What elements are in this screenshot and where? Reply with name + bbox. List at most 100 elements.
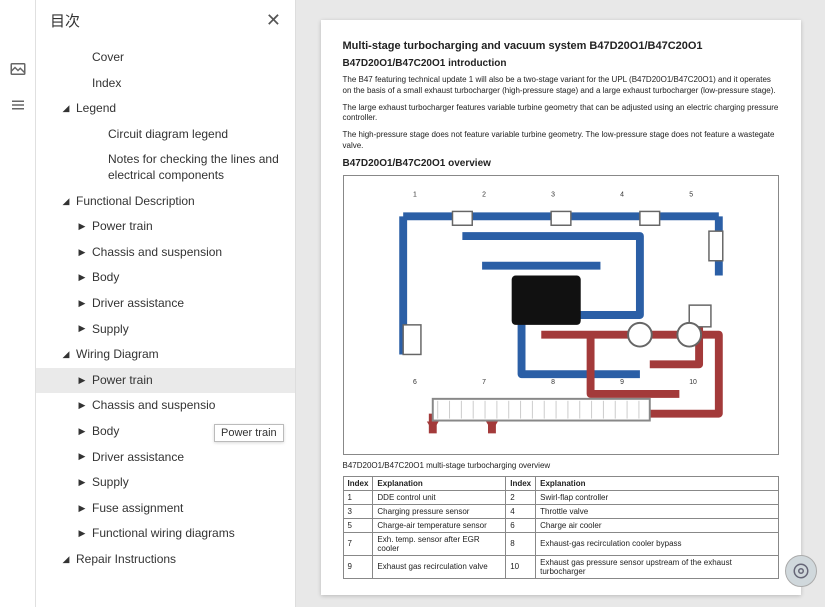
toc-label: Wiring Diagram: [76, 347, 287, 363]
toc-item[interactable]: ◢ Repair Instructions: [36, 547, 295, 573]
table-header: Explanation: [536, 476, 778, 490]
toc-label: Driver assistance: [92, 296, 287, 312]
table-cell: 9: [343, 555, 373, 578]
table-cell: Exhaust gas pressure sensor upstream of …: [536, 555, 778, 578]
doc-title: Multi-stage turbocharging and vacuum sys…: [343, 40, 779, 52]
expand-icon[interactable]: ▶: [76, 503, 88, 515]
diagram-caption: B47D20O1/B47C20O1 multi-stage turbocharg…: [343, 461, 779, 470]
toc-item[interactable]: ▶ Driver assistance: [36, 291, 295, 317]
svg-text:8: 8: [551, 379, 555, 386]
diagram: 12345678910: [343, 175, 779, 455]
sidebar-header: 目次 ✕: [36, 0, 295, 41]
toc-label: Power train: [92, 373, 287, 389]
expand-icon[interactable]: ▶: [76, 247, 88, 259]
toc-label: Supply: [92, 322, 287, 338]
toc-tree: Cover Index ◢ Legend Circuit diagram legend N…: [36, 41, 295, 607]
toc-item[interactable]: ◢ Wiring Diagram: [36, 342, 295, 368]
table-cell: 5: [343, 518, 373, 532]
toc-item[interactable]: ▶Supply: [36, 470, 295, 496]
table-cell: Charging pressure sensor: [373, 504, 506, 518]
expand-icon[interactable]: ▶: [76, 426, 88, 438]
table-cell: 8: [506, 532, 536, 555]
toc-item[interactable]: ▶ Body: [36, 265, 295, 291]
expand-icon[interactable]: ▶: [76, 528, 88, 540]
toc-label: Chassis and suspensio: [92, 398, 287, 414]
expand-icon[interactable]: ▶: [76, 477, 88, 489]
collapse-icon[interactable]: ◢: [60, 349, 72, 361]
table-header: Explanation: [373, 476, 506, 490]
toc-item[interactable]: ▶ Chassis and suspensio: [36, 393, 295, 419]
toc-label: Circuit diagram legend: [108, 127, 287, 143]
expand-icon[interactable]: ▶: [76, 272, 88, 284]
toc-label: Body: [92, 270, 287, 286]
sidebar-title: 目次: [50, 10, 80, 31]
table-header: Index: [343, 476, 373, 490]
toc-label: Power train: [92, 219, 287, 235]
toc-label: Index: [92, 76, 287, 92]
svg-text:5: 5: [689, 191, 693, 198]
svg-text:4: 4: [620, 191, 624, 198]
expand-icon[interactable]: ▶: [76, 400, 88, 412]
doc-subtitle-1: B47D20O1/B47C20O1 introduction: [343, 58, 779, 69]
table-row: 1DDE control unit2Swirl-flap controller: [343, 490, 778, 504]
toc-item[interactable]: Cover: [36, 45, 295, 71]
expand-icon[interactable]: ▶: [76, 323, 88, 335]
toc-item[interactable]: ▶ Functional wiring diagrams: [36, 521, 295, 547]
sidebar: 目次 ✕ Cover Index ◢ Legend Circuit diagram le…: [36, 0, 296, 607]
toc-label: Cover: [92, 50, 287, 66]
assist-button[interactable]: [785, 555, 817, 587]
content-area: Multi-stage turbocharging and vacuum sys…: [296, 0, 825, 607]
expand-icon[interactable]: ▶: [76, 298, 88, 310]
toc-label: Notes for checking the lines and electri…: [108, 152, 287, 183]
toc-item[interactable]: ▶ Chassis and suspension: [36, 240, 295, 266]
table-cell: Exhaust-gas recirculation cooler bypass: [536, 532, 778, 555]
table-cell: 2: [506, 490, 536, 504]
collapse-icon[interactable]: ◢: [60, 196, 72, 208]
svg-text:10: 10: [689, 379, 697, 386]
toc-label: Functional wiring diagrams: [92, 526, 287, 542]
svg-text:6: 6: [413, 379, 417, 386]
table-cell: 4: [506, 504, 536, 518]
toc-label: Repair Instructions: [76, 552, 287, 568]
table-cell: DDE control unit: [373, 490, 506, 504]
toc-label: Legend: [76, 101, 287, 117]
doc-paragraph: The large exhaust turbocharger features …: [343, 103, 779, 125]
toc-item[interactable]: Index: [36, 71, 295, 97]
image-icon[interactable]: [9, 60, 27, 78]
table-cell: 7: [343, 532, 373, 555]
toc-item[interactable]: ▶ Fuse assignment: [36, 496, 295, 522]
toc-item[interactable]: ▶ Supply: [36, 317, 295, 343]
toc-item[interactable]: Circuit diagram legend: [36, 122, 295, 148]
close-icon[interactable]: ✕: [266, 10, 281, 31]
toc-label: Functional Description: [76, 194, 287, 210]
svg-text:1: 1: [413, 191, 417, 198]
expand-icon[interactable]: ▶: [76, 221, 88, 233]
doc-subtitle-2: B47D20O1/B47C20O1 overview: [343, 158, 779, 169]
expand-icon[interactable]: ▶: [76, 451, 88, 463]
expand-icon[interactable]: ▶: [76, 375, 88, 387]
toc-item[interactable]: ▶ Power train: [36, 214, 295, 240]
collapse-icon[interactable]: ◢: [60, 103, 72, 115]
toc-label: Chassis and suspension: [92, 245, 287, 261]
toc-item[interactable]: ▶ Driver assistance: [36, 445, 295, 471]
table-cell: Charge air cooler: [536, 518, 778, 532]
doc-paragraph: The high-pressure stage does not feature…: [343, 130, 779, 152]
list-icon[interactable]: [9, 96, 27, 114]
toc-item[interactable]: Notes for checking the lines and electri…: [36, 147, 295, 188]
table-row: 7Exh. temp. sensor after EGR cooler8Exha…: [343, 532, 778, 555]
svg-text:9: 9: [620, 379, 624, 386]
svg-text:2: 2: [482, 191, 486, 198]
toc-item[interactable]: ▶ Power train: [36, 368, 295, 394]
toc-item[interactable]: ◢ Functional Description: [36, 189, 295, 215]
table-header: Index: [506, 476, 536, 490]
left-rail: [0, 0, 36, 607]
toc-label: Fuse assignment: [92, 501, 287, 517]
table-cell: 6: [506, 518, 536, 532]
table-row: 9Exhaust gas recirculation valve10Exhaus…: [343, 555, 778, 578]
toc-label: Driver assistance: [92, 450, 287, 466]
table-row: 3Charging pressure sensor4Throttle valve: [343, 504, 778, 518]
collapse-icon[interactable]: ◢: [60, 554, 72, 566]
table-row: 5Charge-air temperature sensor6Charge ai…: [343, 518, 778, 532]
toc-item[interactable]: ◢ Legend: [36, 96, 295, 122]
table-cell: Exhaust gas recirculation valve: [373, 555, 506, 578]
